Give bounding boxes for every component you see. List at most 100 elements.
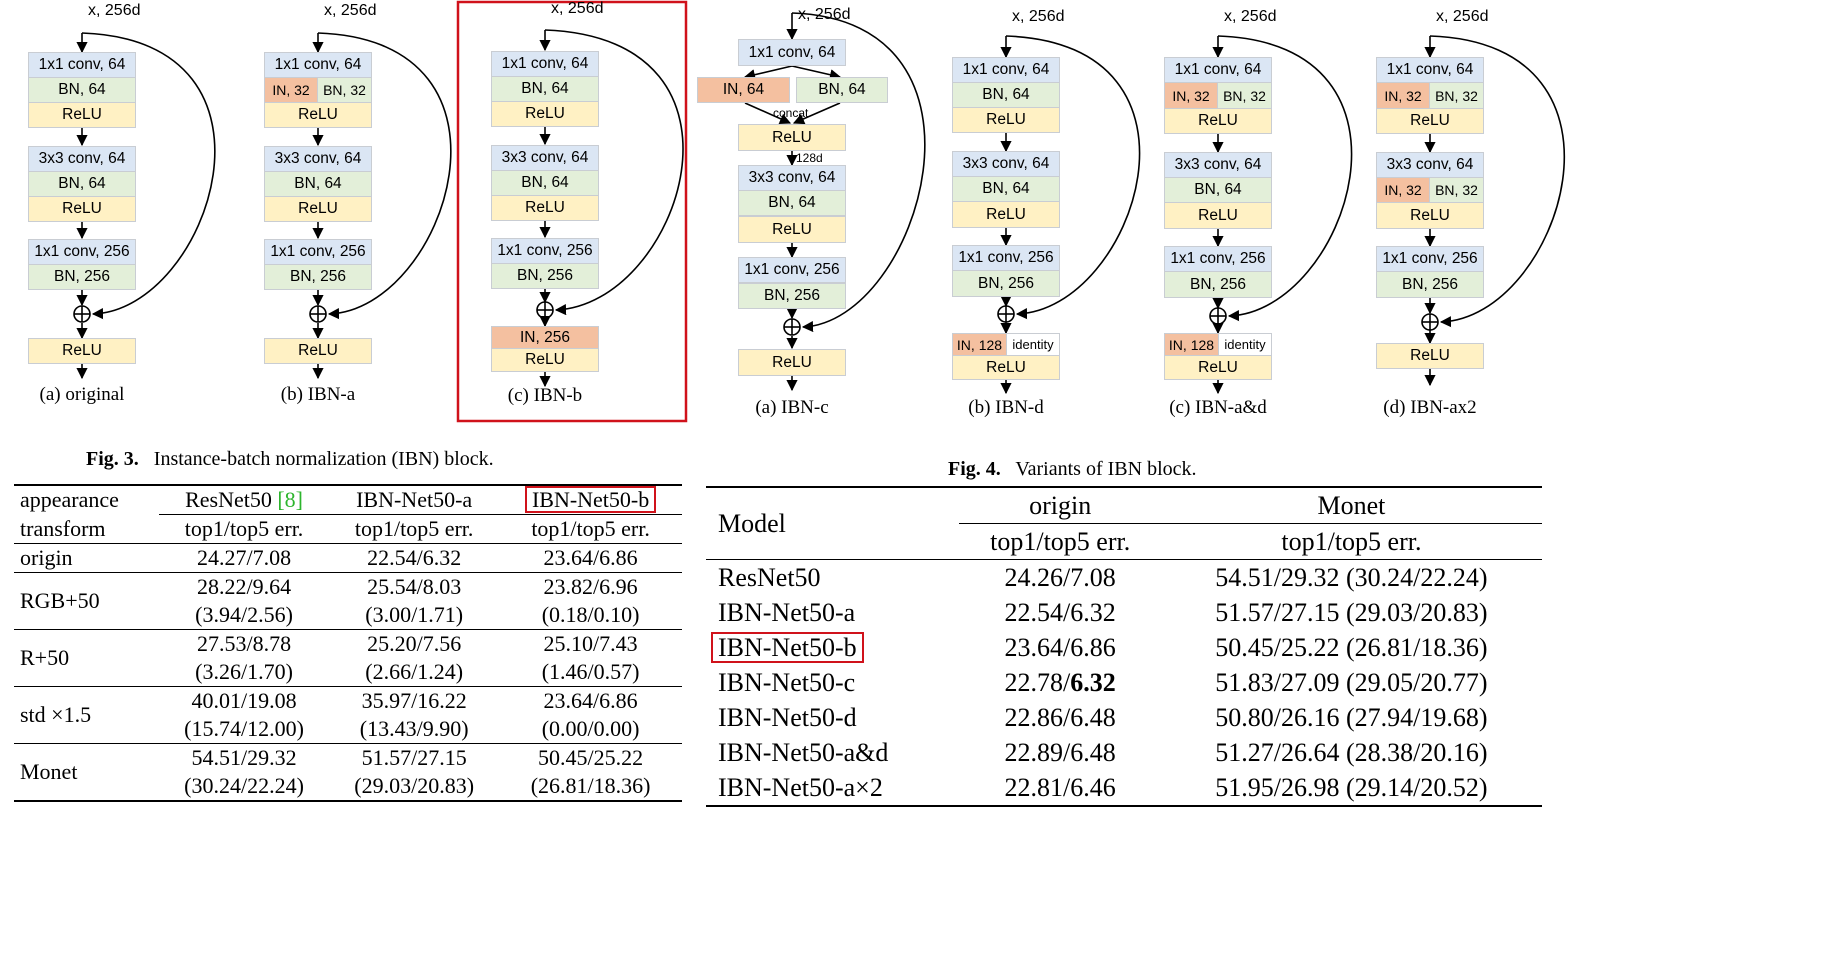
model-name: IBN-Net50-a×2 [718,773,883,802]
appearance-transform-table: appearance ResNet50 [8] IBN-Net50-a IBN-… [14,484,682,802]
in-out-box: IN, 128 [1164,333,1219,356]
header-cell: appearance [20,487,119,513]
header-cell: top1/top5 err. [499,514,682,544]
bn2-box: BN, 64 [952,176,1060,202]
model-name: IBN-Net50-a&d [718,738,889,767]
model-name: IBN-Net50-d [718,703,857,732]
bn1-box: BN, 64 [796,77,888,103]
conv1-box: 1x1 conv, 64 [952,57,1060,83]
input-label: x, 256d [1012,8,1065,25]
ibn-variants-table: Model origin Monet top1/top5 err. top1/t… [706,486,1542,807]
header-cell: top1/top5 err. [959,523,1161,560]
fig3-caption: Fig. 3. Instance-batch normalization (IB… [86,448,494,471]
conv2-box: 3x3 conv, 64 [264,146,372,172]
table-cell: 23.64/6.86 [543,688,638,713]
table-cell: 22.81/6.46 [1004,773,1116,802]
concat-label: concat [773,106,809,120]
table-cell: 23.64/6.86 [1004,633,1116,662]
header-cell: origin [1029,491,1092,520]
bn2-box: BN, 64 [738,190,846,216]
table-cell: (3.26/1.70) [195,659,293,684]
table-row: (15.74/12.00) (13.43/9.90) (0.00/0.00) [14,715,682,744]
relu2-box: ReLU [264,196,372,222]
highlighted-header: IBN-Net50-b [524,486,657,513]
table-cell: 51.83/27.09 (29.05/20.77) [1215,668,1488,697]
table-header-row: top1/top5 err. top1/top5 err. [706,523,1542,560]
in1-box: IN, 64 [697,77,790,103]
relu1-box: ReLU [1164,108,1272,134]
fig4-caption: Fig. 4. Variants of IBN block. [948,458,1197,481]
row-label: R+50 [20,645,70,670]
model-name: IBN-Net50-c [718,668,856,697]
conv3-box: 1x1 conv, 256 [1164,246,1272,272]
bn3-box: BN, 256 [28,264,136,290]
bn3-box: BN, 256 [738,283,846,309]
model-name: ResNet50 [718,563,821,592]
conv3-box: 1x1 conv, 256 [738,257,846,283]
conv3-box: 1x1 conv, 256 [264,239,372,265]
table-cell: (15.74/12.00) [184,716,304,741]
bn3-box: BN, 256 [491,263,599,289]
fig3-caption-text: Instance-batch normalization (IBN) block… [153,448,494,470]
table-cell: 24.27/7.08 [196,545,292,570]
fig3-caption-label: Fig. 3. [86,448,139,470]
relu1-box: ReLU [738,124,846,151]
in-out-box: IN, 256 [491,326,599,349]
table-cell: 50.45/25.22 [538,745,644,770]
table-row: IBN-Net50-c 22.78/6.32 51.83/27.09 (29.0… [706,665,1542,700]
table-row: IBN-Net50-a&d 22.89/6.48 51.27/26.64 (28… [706,735,1542,770]
conv1-box: 1x1 conv, 64 [264,52,372,78]
relu-out-box: ReLU [738,349,846,376]
table-cell: (2.66/1.24) [365,659,464,684]
table-cell: (13.43/9.90) [359,716,469,741]
conv2-box: 3x3 conv, 64 [1376,152,1484,178]
relu-out-box: ReLU [1376,343,1484,369]
relu-out-box: ReLU [1164,355,1272,380]
caption-ibn-b: (c) IBN-b [507,385,583,406]
bn2-box: BN, 64 [491,170,599,196]
conv2-box: 3x3 conv, 64 [491,145,599,171]
header-cell: top1/top5 err. [329,514,500,544]
citation-link[interactable]: [8] [277,487,303,512]
relu-out-box: ReLU [264,338,372,364]
relu1-box: ReLU [952,107,1060,133]
table-cell: (1.46/0.57) [541,659,640,684]
relu2-box: ReLU [1164,202,1272,229]
conv1-box: 1x1 conv, 64 [28,52,136,78]
relu2-box: ReLU [28,196,136,222]
row-label: origin [20,545,73,570]
cell-part-bold: 6.32 [1070,668,1116,697]
caption-ibn-ax2: (d) IBN-ax2 [1383,397,1477,418]
table-cell: (0.00/0.00) [541,716,640,741]
input-label: x, 256d [1436,8,1489,25]
relu2-box: ReLU [491,195,599,221]
relu2-box: ReLU [1376,202,1484,229]
table-cell: (26.81/18.36) [530,773,651,798]
conv1-box: 1x1 conv, 64 [1164,57,1272,83]
table-cell: 51.95/26.98 (29.14/20.52) [1215,773,1488,802]
conv3-box: 1x1 conv, 256 [491,238,599,264]
bn3-box: BN, 256 [952,270,1060,297]
bn2-box: BN, 32 [1429,177,1484,203]
bn2-box: BN, 64 [264,171,372,197]
table-row: ResNet50 24.26/7.08 54.51/29.32 (30.24/2… [706,559,1542,596]
model-name: IBN-Net50-a [718,598,856,627]
header-cell: top1/top5 err. [159,514,330,544]
caption-ibn-a-and-d: (c) IBN-a&d [1169,397,1267,418]
table-cell: 35.97/16.22 [361,688,467,713]
table-cell: 22.78/6.32 [959,665,1160,700]
table-row: IBN-Net50-a×2 22.81/6.46 51.95/26.98 (29… [706,770,1542,806]
table-cell: 24.26/7.08 [1004,563,1116,592]
header-cell: ResNet50 [8] [159,485,329,515]
table-cell: (3.94/2.56) [195,602,293,627]
bn2-box: BN, 64 [28,171,136,197]
in1-box: IN, 32 [1164,82,1218,109]
caption-ibn-c: (a) IBN-c [755,397,829,418]
table-cell: 51.57/27.15 (29.03/20.83) [1215,598,1488,627]
fig4-caption-text: Variants of IBN block. [1015,458,1197,480]
cell-part: 22.78/ [1004,668,1071,697]
table-row: origin 24.27/7.08 22.54/6.32 23.64/6.86 [14,543,682,573]
table-row: (3.26/1.70) (2.66/1.24) (1.46/0.57) [14,658,682,687]
table-cell: 51.57/27.15 [361,745,467,770]
